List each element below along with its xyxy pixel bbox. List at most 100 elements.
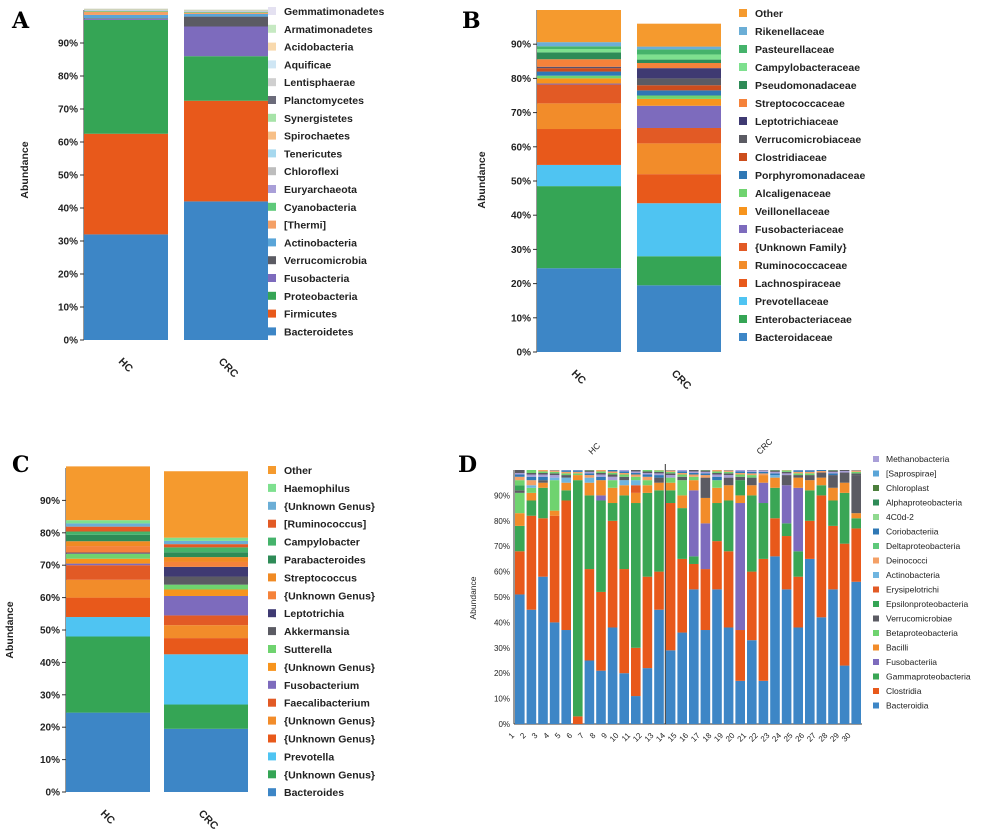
panel-d-bar-segment	[793, 472, 803, 474]
panel-d-bar-segment	[677, 471, 687, 473]
panel-d-bar-segment	[759, 470, 769, 472]
panel-d-sample-label: 2	[518, 731, 528, 741]
panel-d-bar-segment	[735, 503, 745, 630]
panel-c-bar-segment	[164, 596, 248, 615]
panel-b-legend-swatch	[739, 333, 747, 341]
panel-d-bar-segment	[643, 471, 653, 473]
panel-d-bar-segment	[573, 470, 583, 472]
panel-d-bar-segment	[770, 473, 780, 475]
panel-b-bar-segment	[537, 59, 621, 67]
panel-d-sample-label: 6	[565, 731, 575, 741]
panel-d-bar-segment	[596, 471, 606, 473]
panel-c-bar-segment	[66, 527, 150, 532]
panel-a-legend-label: Armatimonadetes	[284, 24, 373, 36]
panel-d-bar-segment	[538, 470, 548, 471]
panel-d-bar-segment	[851, 475, 861, 513]
panel-d-legend-label: Alphaproteobacteria	[886, 498, 962, 508]
panel-d-bar-segment	[747, 473, 757, 475]
panel-c-legend-swatch	[268, 466, 276, 474]
panel-a-legend-label: Lentisphaerae	[284, 77, 355, 89]
panel-d-legend-swatch	[873, 645, 879, 651]
panel-d-bar-segment	[561, 472, 571, 474]
panel-c-bar-segment	[66, 553, 150, 554]
panel-a-bar-segment	[84, 234, 168, 340]
panel-a-legend-swatch	[268, 96, 276, 104]
panel-d-bar-segment	[643, 485, 653, 493]
panel-d-bar-segment	[701, 472, 711, 474]
panel-d-bar-segment	[724, 500, 734, 551]
panel-c-legend-label: Bacteroides	[284, 787, 344, 799]
panel-a-legend-swatch	[268, 114, 276, 122]
panel-d-bar-segment	[527, 470, 537, 473]
panel-a-category-label: CRC	[216, 356, 241, 381]
panel-d-bar-segment	[538, 475, 548, 477]
panel-d-sample-label: 8	[588, 731, 598, 741]
panel-d-bar-segment	[712, 488, 722, 503]
panel-d-bar-segment	[561, 630, 571, 724]
panel-d-bar-segment	[793, 478, 803, 488]
panel-a-legend-label: Chloroflexi	[284, 166, 339, 178]
panel-d-sample-label: 5	[553, 731, 563, 741]
panel-d-bar-segment	[666, 475, 676, 478]
panel-d-bar-segment	[561, 483, 571, 491]
panel-a-tick-label: 40%	[58, 204, 78, 215]
panel-a-legend-label: Proteobacteria	[284, 291, 358, 303]
panel-d-legend-label: Clostridia	[886, 686, 922, 696]
panel-d-bar-segment	[770, 470, 780, 472]
panel-c-bar-segment	[66, 553, 150, 554]
panel-d-bar-segment	[851, 473, 861, 475]
panel-d-bar-segment	[550, 480, 560, 510]
panel-d-bar-segment	[840, 470, 850, 471]
panel-d-bar-segment	[561, 473, 571, 475]
panel-b-legend-label: Ruminococcaceae	[755, 260, 847, 272]
panel-d-bar-segment	[538, 473, 548, 475]
panel-d-bar-segment	[735, 471, 745, 473]
panel-d-bar-segment	[666, 472, 676, 474]
panel-d-bar-segment	[828, 500, 838, 525]
panel-d-bar-segment	[677, 633, 687, 724]
panel-d-bar-segment	[747, 572, 757, 641]
panel-a-tick-label: 10%	[58, 303, 78, 314]
panel-d-legend-swatch	[873, 500, 879, 506]
panel-d-bar-segment	[735, 475, 745, 477]
panel-d-bar-segment	[515, 475, 525, 477]
panel-d-bar-segment	[759, 681, 769, 724]
panel-d-bar-segment	[585, 473, 595, 475]
panel-b-legend-label: Other	[755, 8, 783, 20]
panel-d-bar-segment	[631, 477, 641, 480]
panel-b-legend-swatch	[739, 99, 747, 107]
panel-c-legend-label: Parabacteroides	[284, 555, 366, 567]
panel-c-legend-label: Sutterella	[284, 644, 332, 656]
panel-d-bar-segment	[805, 480, 815, 490]
panel-c-legend-swatch	[268, 645, 276, 653]
panel-d-bar-segment	[805, 475, 815, 480]
panel-d-bar-segment	[585, 475, 595, 478]
panel-d-legend-label: Bacilli	[886, 643, 908, 653]
panel-b-legend-label: Streptococcaceae	[755, 98, 845, 110]
panel-d-bar-segment	[666, 478, 676, 483]
panel-d-legend-label: 4C0d-2	[886, 512, 914, 522]
panel-d-bar-segment	[631, 493, 641, 503]
panel-c-legend-label: {Unknown Genus}	[284, 734, 375, 746]
panel-b-bar-segment	[537, 67, 621, 68]
panel-d-legend-swatch	[873, 587, 879, 593]
panel-d-legend-swatch	[873, 659, 879, 665]
panel-c-tick-label: 20%	[40, 723, 60, 734]
panel-b-legend-label: Fusobacteriaceae	[755, 224, 844, 236]
panel-b-legend-swatch	[739, 27, 747, 35]
panel-b-legend-label: Rikenellaceae	[755, 26, 825, 38]
panel-d-bar-segment	[643, 477, 653, 480]
panel-d-bar-segment	[689, 477, 699, 480]
panel-d-bar-segment	[643, 668, 653, 724]
panel-d-bar-segment	[817, 473, 827, 478]
panel-b-bar-segment	[537, 268, 621, 352]
panel-d-bar-segment	[631, 648, 641, 696]
panel-d-bar-segment	[631, 471, 641, 473]
panel-b-legend-swatch	[739, 279, 747, 287]
panel-b-bar-segment	[537, 49, 621, 52]
panel-c-bar-segment	[164, 590, 248, 596]
panel-d-legend-label: Bacteroidia	[886, 701, 929, 711]
panel-d-bar-segment	[527, 485, 537, 488]
panel-a-bar-segment	[84, 19, 168, 20]
panel-d-bar-segment	[793, 577, 803, 628]
